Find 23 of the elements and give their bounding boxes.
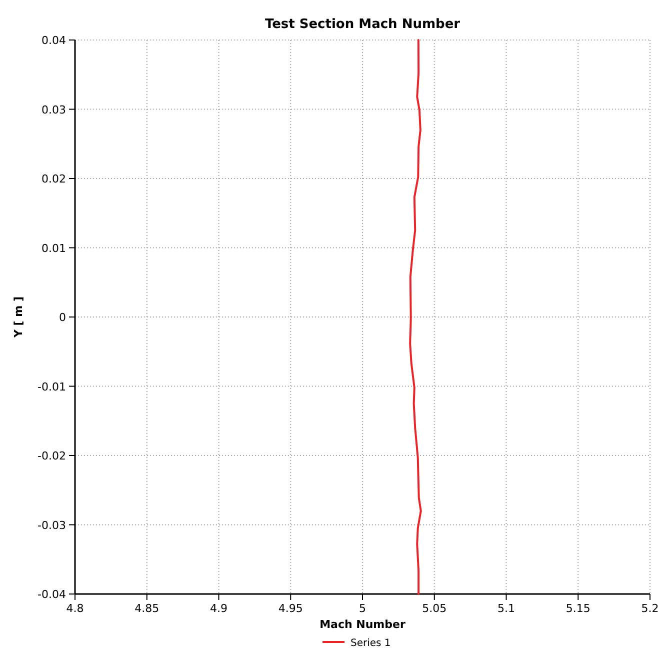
x-tick-label: 4.95 [278, 602, 303, 615]
x-tick-label: 4.85 [134, 602, 160, 615]
y-tick-label: -0.01 [38, 380, 66, 394]
chart-title: Test Section Mach Number [264, 17, 461, 32]
y-tick-label: 0.03 [42, 103, 66, 116]
y-tick-label: 0.02 [42, 172, 66, 186]
x-axis-title: Mach Number [320, 618, 406, 631]
y-tick-label: 0.01 [42, 242, 66, 255]
x-tick-label: 4.9 [210, 602, 228, 615]
y-tick-label: 0 [59, 311, 66, 324]
y-tick-label: 0.04 [42, 34, 66, 47]
y-tick-label: -0.03 [38, 518, 66, 532]
x-tick-label: 4.8 [66, 602, 84, 615]
y-tick-label: -0.04 [38, 588, 66, 601]
y-tick-label: -0.02 [38, 450, 66, 462]
x-tick-label: 5.05 [422, 602, 447, 615]
x-tick-label: 5.2 [641, 602, 658, 615]
x-tick-label: 5.1 [498, 602, 515, 615]
line-series [409, 39, 422, 595]
legend-label: Series 1 [350, 638, 391, 649]
y-axis-title: Y [ m ] [12, 296, 25, 338]
x-tick-label: 5.15 [566, 602, 590, 615]
x-tick-label: 5 [359, 602, 366, 615]
